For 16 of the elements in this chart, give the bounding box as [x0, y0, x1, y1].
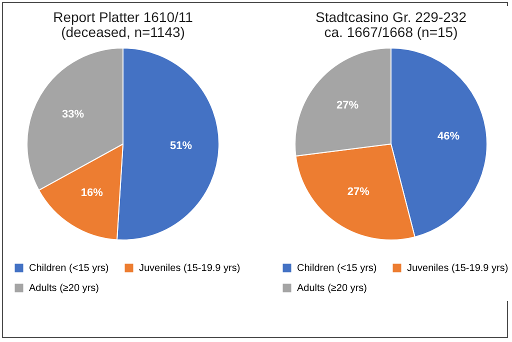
legend-label: Adults (≥20 yrs) — [297, 283, 367, 294]
data-label: 46% — [438, 130, 460, 143]
legend-label: Adults (≥20 yrs) — [29, 283, 99, 294]
data-label: 51% — [170, 140, 192, 152]
chart-title: Report Platter 1610/11 — [53, 9, 194, 25]
chart-subtitle: ca. 1667/1668 (n=15) — [324, 24, 458, 40]
data-label: 33% — [62, 108, 84, 120]
chart-subtitle: (deceased, n=1143) — [61, 24, 185, 40]
legend-label: Juveniles (15-19.9 yrs) — [407, 263, 508, 274]
data-label: 27% — [336, 100, 359, 112]
legend-label: Children (<15 yrs) — [297, 263, 377, 274]
legend-label: Children (<15 yrs) — [29, 263, 109, 274]
legend-label: Juveniles (15-19.9 yrs) — [139, 263, 240, 274]
data-label: 16% — [80, 186, 104, 199]
chart-title: Stadtcasino Gr. 229-232 — [316, 9, 467, 25]
data-label: 27% — [347, 186, 370, 198]
